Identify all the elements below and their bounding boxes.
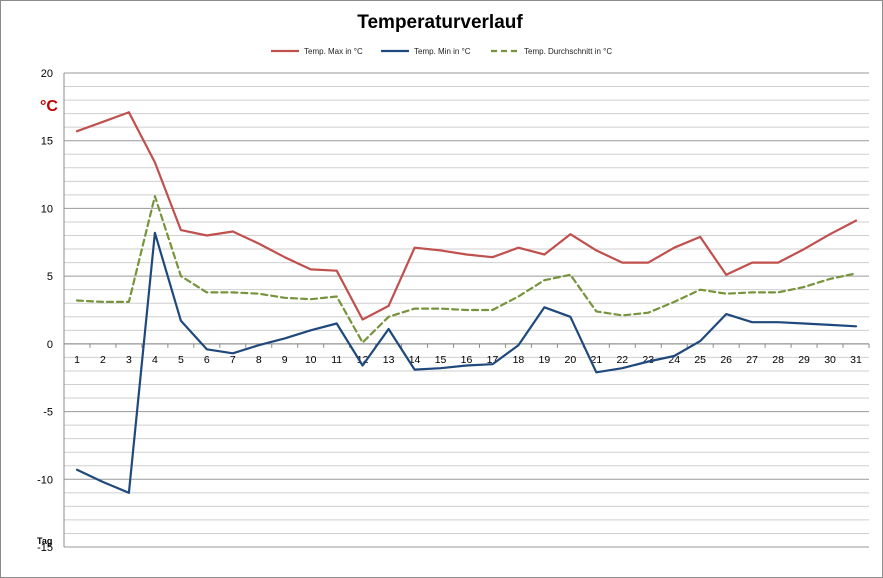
x-tick-label: 2 <box>100 354 106 366</box>
x-tick-label: 27 <box>746 354 758 366</box>
x-tick-label: 9 <box>282 354 288 366</box>
x-tick-labels: 1 2 3 4 5 6 7 8 9 10 11 12 13 14 15 16 17 18 19 20 21 22 23 24 2… <box>74 354 862 366</box>
series-line-1 <box>75 111 858 321</box>
y-axis-unit-label: °C <box>40 98 58 115</box>
x-tick-label: 11 <box>331 354 342 366</box>
legend-entry-1: Temp. Max in °C <box>304 47 363 56</box>
x-axis-label: Tag <box>37 536 52 546</box>
y-tick-label: -5 <box>43 407 53 419</box>
x-tick-label: 28 <box>772 354 784 366</box>
legend: Temp. Max in °C Temp. Min in °C Temp. Durc… <box>271 47 612 56</box>
x-tick-label: 25 <box>694 354 706 366</box>
axes <box>63 73 870 547</box>
x-tick-label: 14 <box>409 354 421 366</box>
x-tick-label: 16 <box>461 354 473 366</box>
series-line-3 <box>75 195 858 344</box>
x-tick-label: 10 <box>305 354 317 366</box>
y-tick-label: 5 <box>47 271 53 283</box>
x-tick-label: 3 <box>126 354 132 366</box>
x-tick-label: 15 <box>435 354 447 366</box>
x-tick-label: 20 <box>565 354 577 366</box>
series-line-2 <box>75 231 858 494</box>
x-tick-label: 12 <box>357 354 369 366</box>
legend-entry-2: Temp. Min in °C <box>414 47 471 56</box>
x-tick-label: 26 <box>720 354 732 366</box>
x-tick-label: 18 <box>513 354 525 366</box>
x-tick-label: 7 <box>230 354 236 366</box>
x-tick-label: 19 <box>539 354 551 366</box>
x-tick-label: 30 <box>824 354 836 366</box>
y-tick-label: -15 <box>37 542 53 554</box>
x-tick-label: 29 <box>798 354 810 366</box>
x-tick-label: 21 <box>590 354 602 366</box>
x-tick-label: 6 <box>204 354 210 366</box>
x-tick-label: 17 <box>487 354 499 366</box>
x-tick-label: 4 <box>152 354 158 366</box>
x-tick-label: 13 <box>383 354 395 366</box>
y-tick-label: 0 <box>47 339 53 351</box>
y-tick-label: 10 <box>41 203 53 215</box>
x-tick-label: 1 <box>74 354 80 366</box>
x-tick-label: 31 <box>850 354 862 366</box>
y-tick-label: 20 <box>41 68 53 80</box>
x-tick-label: 8 <box>256 354 262 366</box>
x-tick-label: 5 <box>178 354 184 366</box>
y-tick-label: 15 <box>41 136 53 148</box>
y-tick-label: -10 <box>37 474 53 486</box>
x-tick-label: 22 <box>616 354 628 366</box>
series-lines <box>75 111 858 494</box>
legend-entry-3: Temp. Durchschnitt in °C <box>524 47 612 56</box>
x-tick-label: 24 <box>668 354 680 366</box>
chart-title: Temperaturverlauf <box>357 12 523 33</box>
x-tick-label: 23 <box>642 354 654 366</box>
y-tick-labels: 20 15 10 5 0 -5 -10 -15 <box>37 68 53 554</box>
